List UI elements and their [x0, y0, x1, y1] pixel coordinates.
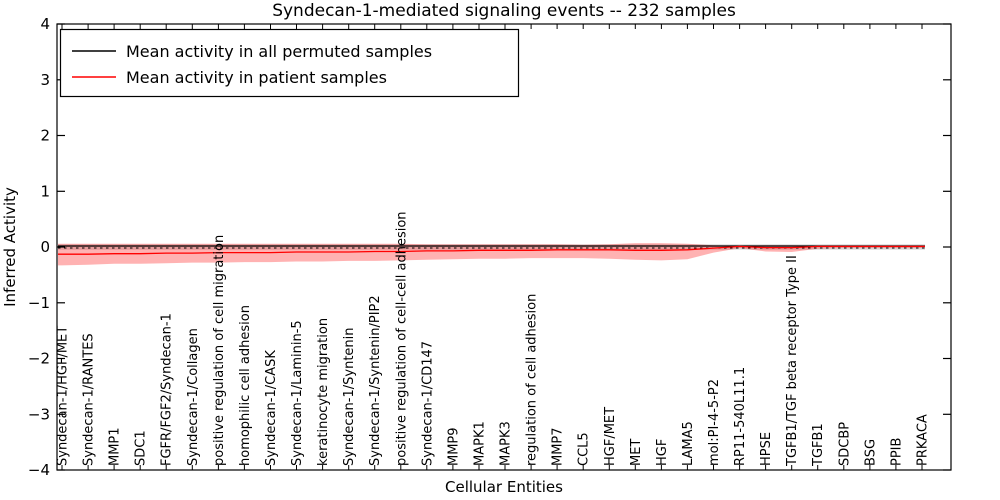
x-category-label: keratinocyte migration [316, 318, 331, 466]
x-category-label: PRKACA [916, 414, 931, 466]
x-category-label: MET [629, 439, 644, 466]
x-category-label: HGF [655, 439, 670, 466]
patient-mean-line [58, 245, 925, 255]
legend-label-patient: Mean activity in patient samples [126, 68, 387, 87]
x-category-label: Syndecan-1/CASK [264, 350, 279, 466]
x-category-label: RP11-540L11.1 [733, 367, 748, 466]
y-tick-label: 2 [40, 127, 50, 145]
x-category-label: Syndecan-1/Syntenin/PIP2 [368, 295, 383, 466]
y-tick-label: −1 [28, 294, 50, 312]
legend: Mean activity in all permuted samples Me… [59, 28, 520, 98]
x-category-label: MAPK3 [499, 421, 514, 466]
plot-frame [56, 23, 952, 471]
x-category-label: MMP1 [108, 427, 123, 466]
x-category-label: CCL5 [577, 432, 592, 466]
chart-title: Syndecan-1-mediated signaling events -- … [272, 1, 736, 21]
x-category-label: Syndecan-1/RANTES [82, 333, 97, 466]
y-tick-label: 1 [40, 182, 50, 200]
x-category-label: Syndecan-1/Collagen [186, 328, 201, 466]
x-category-label: Syndecan-1/Laminin-5 [290, 320, 305, 466]
x-category-label: HGF/MET [603, 407, 618, 466]
x-category-label: HPSE [759, 432, 774, 466]
y-axis-label: Inferred Activity [1, 187, 19, 307]
x-axis-label: Cellular Entities [445, 478, 563, 496]
y-tick-label: 4 [40, 15, 50, 33]
x-category-label: PPIB [889, 438, 904, 466]
x-category-label: LAMA5 [681, 421, 696, 466]
x-category-label: MMP7 [551, 427, 566, 466]
y-tick-label: 0 [40, 238, 50, 256]
x-category-label: MAPK1 [473, 421, 488, 466]
legend-label-permuted: Mean activity in all permuted samples [126, 42, 432, 61]
x-category-label: Syndecan-1/HGF/MET [56, 326, 71, 466]
legend-box [59, 28, 520, 98]
y-tick-label: −3 [28, 405, 50, 423]
y-tick-label: −2 [28, 350, 50, 368]
plot-content: −4 −3 −2 −1 0 1 2 3 4 Syndecan-1/HGF/MET Syndecan-… [28, 15, 951, 479]
x-category-label: Syndecan-1/CD147 [420, 341, 435, 466]
x-category-label: mol:PI-4-5-P2 [707, 379, 722, 466]
x-category-label: FGFR/FGF2/Syndecan-1 [160, 313, 175, 466]
x-category-label: Syndecan-1/Syntenin [342, 328, 357, 467]
x-category-label: homophilic cell adhesion [238, 305, 253, 466]
x-category-label: TGFB1/TGF beta receptor Type II [785, 255, 800, 467]
x-category-label: TGFB1 [811, 423, 826, 467]
x-category-label: BSG [863, 439, 878, 466]
x-category-label: positive regulation of cell-cell adhesio… [394, 211, 409, 466]
y-tick-label: 3 [40, 71, 50, 89]
x-category-label: positive regulation of cell migration [212, 235, 227, 466]
x-category-label: SDCBP [837, 422, 852, 466]
x-category-label: MMP9 [446, 427, 461, 466]
x-category-label: SDC1 [134, 430, 149, 466]
x-category-label: regulation of cell adhesion [525, 294, 540, 466]
y-tick-label: −4 [28, 461, 50, 479]
